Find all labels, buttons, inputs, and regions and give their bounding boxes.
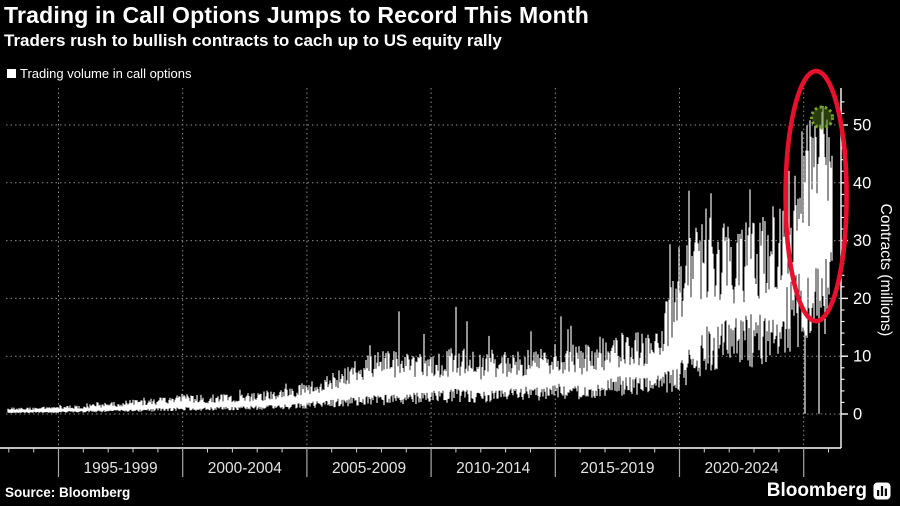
y-tick-label: 30 [853,232,871,250]
y-tick-label: 10 [853,348,871,366]
x-period-label: 2020-2024 [705,460,780,477]
source-note: Source: Bloomberg [5,485,131,500]
legend-swatch-icon [7,69,16,78]
x-period-label: 2000-2004 [208,460,283,477]
record-highlight-ellipse [783,68,849,324]
y-tick-label: 20 [853,290,871,308]
bloomberg-logo-icon [873,482,891,500]
page-subtitle: Traders rush to bullish contracts to cac… [4,31,502,50]
series-call-volume [7,106,833,414]
page-title: Trading in Call Options Jumps to Record … [4,2,590,28]
gridlines [6,88,841,447]
x-period-label: 2010-2014 [456,460,531,477]
x-period-label: 1995-1999 [84,460,158,477]
y-tick-label: 0 [853,406,862,424]
y-axis-title: Contracts (millions) [877,204,894,337]
x-period-label: 2005-2009 [332,460,406,477]
legend: Trading volume in call options [7,66,192,81]
legend-label: Trading volume in call options [20,66,192,81]
brand-wordmark: Bloomberg [766,480,867,501]
record-peak-marker-icon [810,105,834,130]
brand-footer: Bloomberg [767,480,891,502]
y-tick-label: 40 [853,174,871,192]
y-tick-label: 50 [853,117,871,135]
axes: 1995-1999 2000-2004 2005-2009 2010-2014 2015… [0,88,894,477]
x-period-label: 2015-2019 [580,460,654,477]
